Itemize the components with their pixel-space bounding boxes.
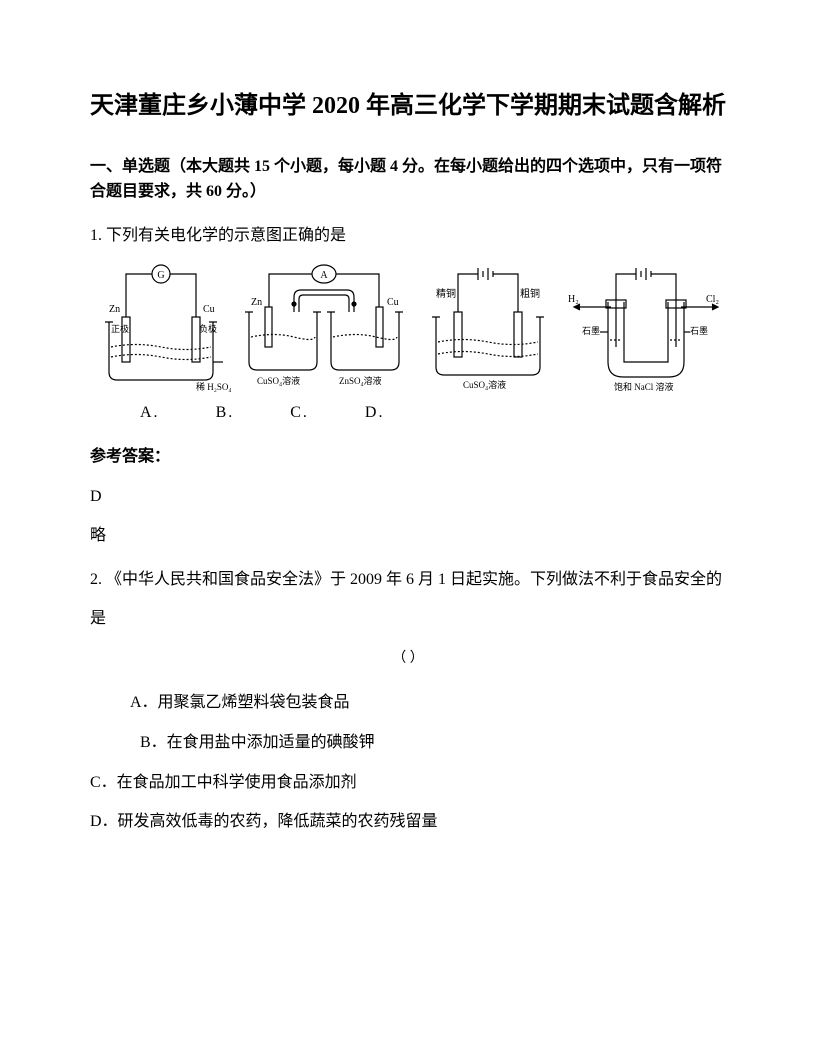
svg-text:石墨: 石墨 [582, 326, 600, 336]
svg-text:精铜: 精铜 [436, 287, 456, 300]
q2-opt-b: B．在食用盐中添加适量的碘酸钾 [140, 730, 726, 756]
svg-text:石墨: 石墨 [690, 326, 708, 336]
svg-text:Zn: Zn [251, 297, 262, 308]
svg-text:CuSO₄溶液: CuSO₄溶液 [463, 379, 506, 390]
page-title: 天津董庄乡小薄中学 2020 年高三化学下学期期末试题含解析 [90, 90, 726, 124]
section-header: 一、单选题（本大题共 15 个小题，每小题 4 分。在每小题给出的四个选项中，只… [90, 154, 726, 205]
svg-text:Cu: Cu [387, 297, 399, 308]
svg-text:饱和 NaCl 溶液: 饱和 NaCl 溶液 [614, 381, 674, 392]
answer-label: 参考答案： [90, 444, 726, 470]
svg-text:G: G [157, 270, 164, 281]
svg-text:正极: 正极 [111, 323, 129, 334]
svg-text:Cu: Cu [203, 304, 215, 315]
q1-opt-c: C. [290, 404, 309, 421]
diagram-a-svg: G Zn Cu 正极 负极 [91, 262, 231, 392]
q2-opt-c: C．在食品加工中科学使用食品添加剂 [90, 770, 726, 796]
q2-stem1: 2. 《中华人民共和国食品安全法》于 2009 年 6 月 1 日起实施。下列做… [90, 567, 726, 593]
svg-text:CuSO₄溶液: CuSO₄溶液 [257, 375, 300, 386]
q1-options: A. B. C. D. [140, 400, 726, 426]
q1-opt-b: B. [216, 404, 235, 421]
diagram-d-svg: H₂ Cl₂ 石墨 石墨 饱和 NaC [566, 262, 726, 392]
svg-text:ZnSO₄溶液: ZnSO₄溶液 [339, 375, 382, 386]
svg-text:H₂: H₂ [568, 294, 579, 305]
q1-opt-a: A. [140, 404, 160, 421]
svg-text:粗铜: 粗铜 [520, 288, 540, 300]
svg-text:Zn: Zn [109, 304, 120, 315]
diagram-c-svg: 精铜 粗铜 CuSO₄溶液 [418, 262, 558, 392]
q1-answer: D [90, 484, 726, 510]
diagram-c: 精铜 粗铜 CuSO₄溶液 [417, 262, 558, 392]
q2-paren: （ ） [90, 648, 726, 670]
diagram-b-svg: A Zn Cu [239, 262, 409, 392]
q1-stem: 1. 下列有关电化学的示意图正确的是 [90, 223, 726, 249]
diagram-d: H₂ Cl₂ 石墨 石墨 饱和 NaC [566, 262, 726, 392]
svg-text:A: A [320, 270, 328, 281]
q2-stem2: 是 [90, 606, 726, 632]
svg-text:负极: 负极 [199, 323, 217, 334]
q1-omit: 略 [90, 523, 726, 549]
diagram-b: A Zn Cu [239, 262, 409, 392]
q1-opt-d: D. [365, 404, 385, 421]
q2-opt-a: A．用聚氯乙烯塑料袋包装食品 [130, 690, 726, 716]
svg-text:稀 H₂SO₄: 稀 H₂SO₄ [196, 381, 231, 392]
diagram-a: G Zn Cu 正极 负极 [90, 262, 231, 392]
q2-opt-d: D．研发高效低毒的农药，降低蔬菜的农药残留量 [90, 809, 726, 835]
q1-diagrams: G Zn Cu 正极 负极 [90, 262, 726, 392]
svg-text:Cl₂: Cl₂ [706, 294, 719, 305]
